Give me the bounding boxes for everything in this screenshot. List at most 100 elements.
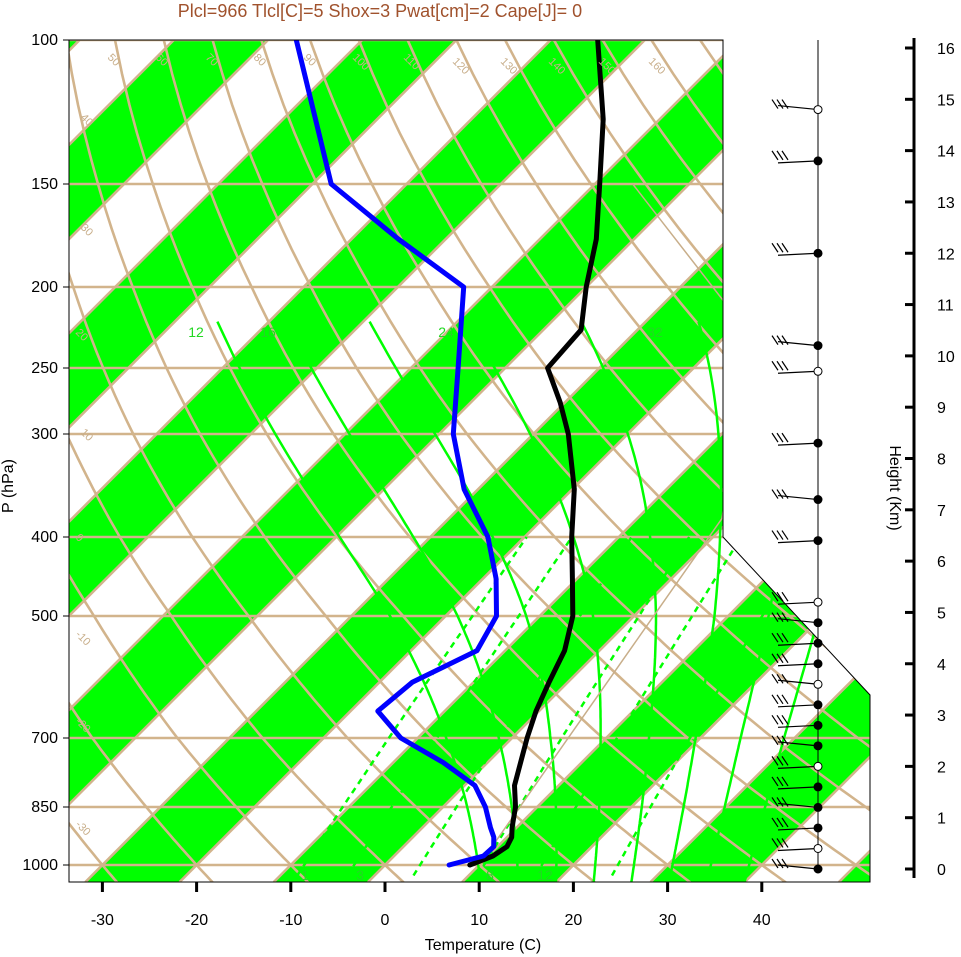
wind-level-marker xyxy=(813,700,823,710)
wind-barb-flag xyxy=(771,756,779,766)
wind-barb-flag xyxy=(781,360,789,371)
mixing-ratio-label: 16 xyxy=(260,324,276,340)
dry-adiabat xyxy=(69,40,310,882)
wind-barb xyxy=(777,618,819,624)
x-tick-label: 40 xyxy=(753,912,771,929)
wind-barb-flag xyxy=(776,817,784,828)
moist-adiabat xyxy=(368,320,558,882)
y-tick-label: 250 xyxy=(31,360,58,377)
plot-area: 50 60 70 80 90 100 110 120 130 140 150 160403020100… xyxy=(69,40,870,883)
wind-barb xyxy=(777,724,819,728)
moist-adiabat xyxy=(467,320,602,882)
wind-barb-flag xyxy=(771,591,779,602)
wind-barb xyxy=(777,494,819,501)
wind-barb xyxy=(777,704,819,708)
y-tick-label: 400 xyxy=(31,529,58,546)
wind-barb xyxy=(777,827,819,831)
wind-barb-flag xyxy=(781,797,789,807)
wind-barb-flag xyxy=(781,858,789,869)
wind-barb-flag xyxy=(771,694,779,705)
y-tick-label: 300 xyxy=(31,426,58,443)
wind-barb xyxy=(777,786,819,790)
y-tick-label: 200 xyxy=(31,279,58,296)
wind-barb-flag xyxy=(776,653,784,664)
x-tick-label: 10 xyxy=(470,912,488,929)
dry-adiabat xyxy=(69,40,405,882)
y-tick-label: 500 xyxy=(31,608,58,625)
wind-barb xyxy=(777,540,819,544)
mixing-ratio-line xyxy=(534,536,743,877)
chart-title: Plcl=966 Tlcl[C]=5 Shox=3 Pwat[cm]=2 Cap… xyxy=(178,1,582,21)
isotherm-line xyxy=(69,40,835,882)
height-tick-label: 1 xyxy=(937,811,946,828)
isotherm-line xyxy=(649,40,870,882)
wind-barb-flag xyxy=(776,150,784,161)
wind-barb-flag xyxy=(781,817,789,828)
wind-barb-flag xyxy=(776,735,784,746)
isotherm-line xyxy=(461,40,870,882)
wind-barb-flag xyxy=(776,797,784,807)
wind-barb-flag xyxy=(781,530,789,540)
height-tick-label: 9 xyxy=(937,400,946,417)
dry-adiabat xyxy=(69,40,214,882)
mixing-ratio-label: 12 xyxy=(537,867,553,883)
dry-adiabat xyxy=(260,40,870,882)
wind-level-marker xyxy=(813,438,823,448)
wind-level-marker xyxy=(813,659,823,669)
wind-level-marker xyxy=(813,366,823,376)
wind-barb xyxy=(777,442,819,446)
wind-level-marker xyxy=(813,495,823,505)
wind-barb-flag xyxy=(776,612,784,623)
wind-barb-flag xyxy=(776,838,784,848)
wind-barb-flag xyxy=(781,776,789,787)
wind-barb-flag xyxy=(781,653,789,664)
x-tick-label: -20 xyxy=(185,912,208,929)
wind-barb-flag xyxy=(776,99,784,109)
mixing-ratio-line xyxy=(296,536,528,877)
wind-level-marker xyxy=(813,741,823,751)
mixing-ratio-lines xyxy=(296,536,811,877)
wind-level-marker xyxy=(813,341,823,351)
wind-barb-flag xyxy=(771,99,779,109)
wind-barb-flag xyxy=(771,776,779,787)
height-tick-label: 15 xyxy=(937,92,955,109)
x-tick-label: -10 xyxy=(279,912,302,929)
wind-barb-flag xyxy=(776,489,784,499)
mixing-ratio-label: 3 xyxy=(356,867,364,883)
height-tick-label: 8 xyxy=(937,452,946,469)
moist-adiabat xyxy=(580,321,658,882)
height-tick-label: 6 xyxy=(937,554,946,571)
wind-barb-flag xyxy=(771,838,779,848)
wind-barb xyxy=(777,341,819,347)
wind-barb xyxy=(777,104,819,111)
isotherm-label-right: 20 xyxy=(726,237,750,261)
wind-barb xyxy=(777,601,819,605)
wind-barb-flag xyxy=(781,612,789,623)
isotherm-line xyxy=(178,40,870,882)
height-tick-label: 0 xyxy=(937,862,946,879)
wind-barb-flag xyxy=(776,335,784,345)
dry-adiabat xyxy=(162,40,787,882)
height-tick-label: 10 xyxy=(937,349,955,366)
mixing-ratio-line xyxy=(476,536,691,877)
mixing-ratio-line xyxy=(346,536,573,877)
dry-adiabat xyxy=(69,40,596,882)
isotherm-label-right: 30 xyxy=(726,124,750,148)
wind-barb-flag xyxy=(776,530,784,540)
mixing-ratio-line xyxy=(412,536,633,877)
wind-level-marker xyxy=(813,156,823,166)
y-tick-label: 100 xyxy=(31,32,58,49)
wind-level-marker xyxy=(813,618,823,628)
wind-barb-flag xyxy=(781,99,789,109)
mixing-ratio-label: 12 xyxy=(188,324,204,340)
isotherm-line xyxy=(69,40,364,882)
wind-level-marker xyxy=(813,597,823,607)
wind-barb-flag xyxy=(781,489,789,499)
wind-barb-flag xyxy=(781,432,789,443)
wind-barb-flag xyxy=(781,150,789,161)
x-tick-label: -30 xyxy=(91,912,114,929)
wind-barb-flag xyxy=(776,591,784,602)
dry-adiabat xyxy=(308,40,870,882)
wind-level-marker xyxy=(813,720,823,730)
